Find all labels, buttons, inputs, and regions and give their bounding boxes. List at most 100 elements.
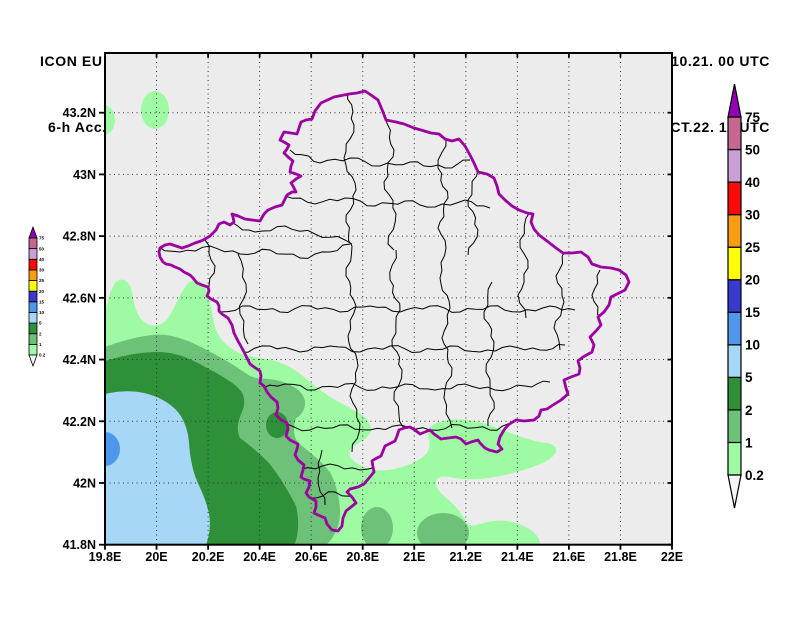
x-tick-label: 20.8E [346,550,379,564]
district-line [345,245,361,453]
colorbar-label-5: 5 [745,370,753,385]
colorbar-box-40 [727,148,742,183]
colorbar-label-5: 5 [39,321,42,326]
colorbar-label-10: 10 [39,310,45,315]
colorbar-box-15 [28,290,38,303]
colorbar-label-20: 20 [39,289,45,294]
x-tick-label: 20.6E [295,550,328,564]
colorbar-box-5 [727,344,742,378]
district-line [343,91,357,247]
colorbar-box-0.2 [28,343,38,356]
x-tick-label: 21.8E [604,550,637,564]
colorbar-box-5 [28,312,38,324]
district-boundaries [159,91,601,506]
district-line [383,117,397,251]
colorbar-label-1: 1 [745,435,753,450]
district-line [224,221,353,245]
colorbar-label-30: 30 [39,268,45,273]
district-line [204,239,216,293]
district-line [437,137,449,249]
precip-blob-north-2 [105,105,115,135]
district-line [467,169,479,256]
colorbar-box-30 [727,181,742,216]
precip-level-10-spot [105,432,120,466]
y-tick-label: 42.4N [63,353,96,367]
grid-lines [105,53,672,545]
colorbar-label-75: 75 [39,236,45,241]
colorbar-box-10 [727,311,742,346]
colorbar-box-20 [727,246,742,281]
district-line [284,195,491,209]
colorbar-box-2 [727,376,742,411]
colorbar-label-40: 40 [745,175,760,190]
colorbar-label-10: 10 [745,338,760,353]
colorbar-box-40 [28,248,38,260]
y-tick-label: 42.6N [63,291,96,305]
precip-patch-south-2 [361,507,393,545]
x-tick-label: 21E [403,550,425,564]
colorbar-label-30: 30 [745,207,760,222]
colorbar-label-2: 2 [745,403,753,418]
district-line [591,269,601,321]
colorbar-label-25: 25 [39,278,45,283]
colorbar-label-15: 15 [39,299,45,304]
colorbar-label-0.2: 0.2 [745,468,764,483]
district-line [279,423,516,432]
colorbar-label-75: 75 [745,110,761,125]
y-tick-label: 43.2N [63,106,96,120]
colorbar-box-50 [727,116,742,151]
y-axis-labels: 41.8N 42N 42.2N 42.4N 42.6N 42.8N 43N 43.2N [63,106,96,552]
colorbar-box-20 [28,280,38,292]
x-tick-label: 20E [145,550,167,564]
x-tick-label: 21.6E [553,550,586,564]
colorbar-label-0.2: 0.2 [39,353,46,358]
y-tick-label: 41.8N [63,538,96,552]
colorbar-box-10 [28,301,38,313]
colorbar-box-1 [28,333,38,345]
precip-patch-south-1 [417,513,469,545]
colorbar-label-25: 25 [745,240,761,255]
colorbar-box-30 [28,258,38,271]
colorbar-box-25 [727,214,742,248]
colorbar-box-0.2 [727,441,742,476]
district-line [237,253,249,345]
district-line [289,149,471,169]
district-line [159,243,351,259]
district-line [219,305,576,314]
x-tick-label: 21.2E [449,550,482,564]
colorbar-box-25 [28,269,38,281]
x-tick-label: 20.4E [243,550,276,564]
kosovo-border [157,89,631,533]
precip-level-5 [105,391,210,545]
district-line [553,249,567,351]
district-line [439,247,453,429]
y-tick-label: 42.8N [63,230,96,244]
colorbar-under-arrow [727,474,742,509]
colorbar-box-15 [727,279,742,313]
colorbar-label-50: 50 [39,246,45,251]
colorbar-box-2 [28,322,38,335]
district-line [317,449,326,506]
x-tick-label: 22E [661,550,683,564]
colorbar-label-20: 20 [745,273,760,288]
district-line [239,343,566,354]
district-line [389,249,405,429]
colorbar-box-1 [727,409,742,444]
x-tick-label: 19.8E [89,550,122,564]
precipitation-layers [105,91,557,545]
precip-island-dark-green [266,412,288,438]
colorbar-label-15: 15 [745,305,761,320]
y-tick-label: 42.2N [63,415,96,429]
district-line [517,211,531,319]
district-line [254,380,551,392]
x-tick-label: 21.4E [501,550,534,564]
colorbar-label-1: 1 [39,342,42,347]
colorbar-under-arrow [28,354,38,368]
x-tick-label: 20.2E [192,550,225,564]
x-axis-labels: 19.8E 20E 20.2E 20.4E 20.6E 20.8E 21E 21.2E 21.4… [89,550,683,564]
district-line [309,491,359,499]
